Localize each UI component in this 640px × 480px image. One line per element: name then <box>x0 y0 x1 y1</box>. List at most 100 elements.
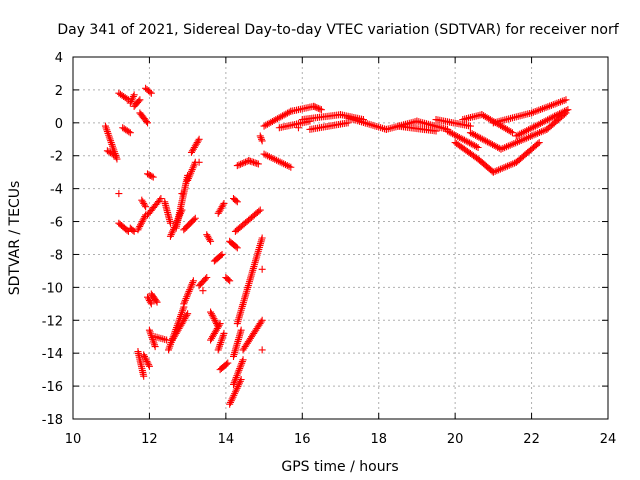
data-point-marker <box>181 296 189 304</box>
data-point-marker <box>557 109 565 117</box>
data-point-marker <box>234 383 242 391</box>
x-tick-label: 22 <box>523 432 540 447</box>
data-point-marker <box>562 96 570 104</box>
data-point-marker <box>256 206 264 214</box>
data-point-marker <box>235 366 243 374</box>
data-point-marker <box>139 216 147 224</box>
series-early-cluster-a <box>101 84 155 235</box>
data-point-marker <box>232 197 240 205</box>
data-point-marker <box>141 354 149 362</box>
data-point-marker <box>130 227 138 235</box>
data-point-marker <box>564 106 572 114</box>
data-point-marker <box>237 160 245 168</box>
data-markers <box>101 84 572 408</box>
data-point-marker <box>554 111 562 119</box>
data-point-marker <box>562 106 570 114</box>
data-point-marker <box>151 343 159 351</box>
data-point-marker <box>220 329 228 337</box>
data-point-marker <box>317 106 325 114</box>
data-point-marker <box>195 158 203 166</box>
y-tick-label: -2 <box>50 150 63 165</box>
data-point-marker <box>149 173 157 181</box>
data-point-marker <box>230 380 237 388</box>
data-point-marker <box>168 229 176 237</box>
data-point-marker <box>232 243 240 251</box>
data-point-marker <box>218 250 226 258</box>
data-point-marker <box>503 162 511 170</box>
data-point-marker <box>126 129 134 137</box>
data-point-marker <box>144 119 152 127</box>
data-point-marker <box>236 363 244 371</box>
data-point-marker <box>153 298 161 306</box>
data-point-marker <box>232 373 240 381</box>
data-point-marker <box>129 92 137 100</box>
data-point-marker <box>242 158 250 166</box>
data-point-marker <box>129 94 137 102</box>
data-point-marker <box>142 117 150 125</box>
data-point-marker <box>182 295 190 303</box>
data-point-marker <box>216 320 224 328</box>
data-point-marker <box>258 137 266 145</box>
y-tick-label: -16 <box>42 380 63 395</box>
data-point-marker <box>559 108 567 116</box>
data-point-marker <box>145 361 153 369</box>
data-point-marker <box>128 96 136 104</box>
data-point-marker <box>262 151 270 159</box>
data-point-marker <box>201 275 209 283</box>
data-point-marker <box>238 159 246 167</box>
data-point-marker <box>224 359 232 367</box>
data-point-marker <box>189 279 197 287</box>
data-point-marker <box>208 311 216 319</box>
data-point-marker <box>199 287 207 295</box>
data-point-marker <box>136 222 144 230</box>
data-point-marker <box>258 346 266 354</box>
data-point-marker <box>255 207 263 215</box>
data-point-marker <box>138 218 146 226</box>
data-point-marker <box>135 224 143 232</box>
data-point-marker <box>111 152 119 160</box>
data-point-marker <box>500 164 508 172</box>
data-point-marker <box>507 128 515 136</box>
y-tick-label: 4 <box>55 51 63 66</box>
data-point-marker <box>166 232 174 240</box>
data-point-marker <box>489 168 497 176</box>
data-point-marker <box>217 252 225 260</box>
data-point-marker <box>209 313 217 321</box>
data-point-marker <box>472 143 480 151</box>
data-point-marker <box>535 139 543 147</box>
series-steep-rising-tracks <box>165 135 266 408</box>
x-tick-label: 16 <box>294 432 311 447</box>
data-point-marker <box>140 214 148 222</box>
data-point-marker <box>551 112 558 120</box>
data-point-marker <box>233 244 241 252</box>
data-point-marker <box>502 163 510 171</box>
data-point-marker <box>166 219 174 227</box>
data-point-marker <box>143 357 151 365</box>
data-point-marker <box>184 289 192 297</box>
data-point-marker <box>534 140 542 148</box>
data-point-marker <box>258 316 266 324</box>
data-point-marker <box>258 234 266 242</box>
data-point-marker <box>495 166 503 174</box>
data-point-marker <box>498 164 506 172</box>
data-point-marker <box>167 231 175 239</box>
y-tick-label: 0 <box>55 117 63 132</box>
data-point-marker <box>137 221 145 229</box>
data-point-marker <box>226 398 234 406</box>
data-point-marker <box>115 190 123 198</box>
y-tick-label: -18 <box>42 413 63 428</box>
data-point-marker <box>234 370 242 378</box>
data-point-marker <box>227 397 235 405</box>
data-point-marker <box>561 107 569 115</box>
data-point-marker <box>491 167 499 175</box>
data-point-marker <box>232 386 240 394</box>
data-point-marker <box>190 216 198 224</box>
x-tick-label: 10 <box>65 432 82 447</box>
data-point-marker <box>493 167 501 175</box>
data-point-marker <box>180 300 188 308</box>
data-point-marker <box>257 318 265 326</box>
data-point-marker <box>169 227 177 235</box>
data-point-marker <box>145 209 153 217</box>
data-point-marker <box>135 97 143 105</box>
data-point-marker <box>233 198 241 206</box>
